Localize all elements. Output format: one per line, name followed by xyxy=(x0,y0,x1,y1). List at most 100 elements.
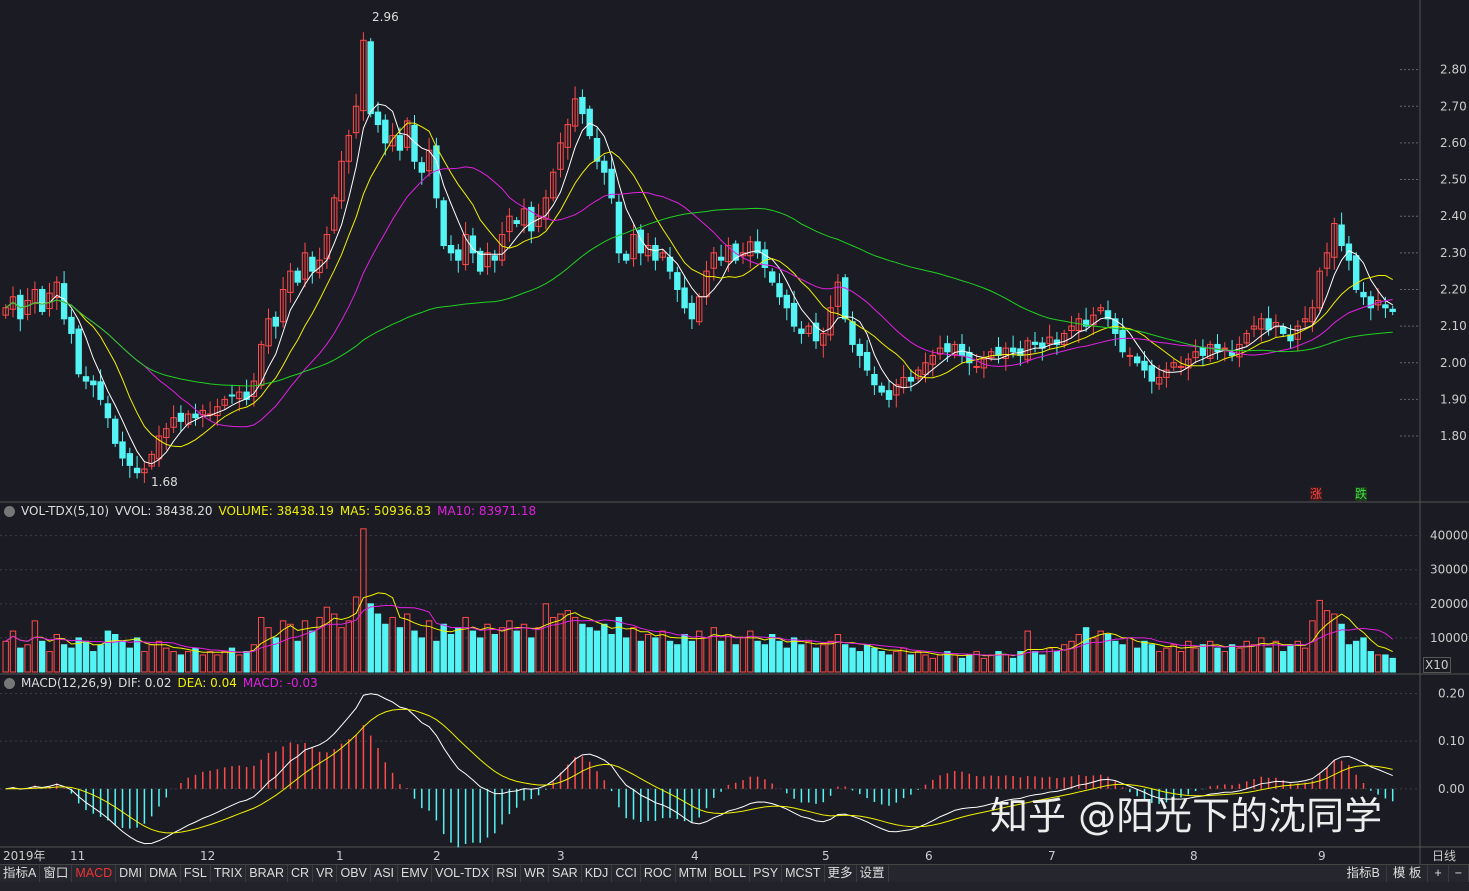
candle xyxy=(97,381,104,400)
candle xyxy=(754,241,761,254)
tab-mtm[interactable]: MTM xyxy=(676,865,712,882)
candle xyxy=(820,332,827,346)
volume-bar xyxy=(988,654,995,673)
volume-bar xyxy=(1082,627,1090,673)
candle xyxy=(579,96,586,115)
volume-bar xyxy=(761,644,769,673)
tab-macd[interactable]: MACD xyxy=(72,865,117,882)
period-label[interactable]: 日线 xyxy=(1432,849,1457,863)
volume-bar xyxy=(550,616,557,673)
volume-bar xyxy=(53,634,60,673)
tab-indicator-b[interactable]: 指标B xyxy=(1341,865,1387,882)
tab-fsl[interactable]: FSL xyxy=(181,865,211,882)
tab-dmi[interactable]: DMI xyxy=(116,865,147,882)
volume-bar xyxy=(812,647,820,673)
candle xyxy=(805,325,812,334)
volume-bar xyxy=(571,616,579,673)
volume-bar xyxy=(849,647,856,673)
volume-bar xyxy=(1250,644,1258,673)
volume-bar xyxy=(951,654,958,673)
candle xyxy=(418,162,426,173)
volume-bar xyxy=(1097,630,1104,673)
tab-obv[interactable]: OBV xyxy=(337,865,371,882)
tab-vr[interactable]: VR xyxy=(313,865,338,882)
tab-wr[interactable]: WR xyxy=(521,865,549,882)
volume-bar xyxy=(316,616,323,673)
tab-cci[interactable]: CCI xyxy=(612,865,641,882)
vol-ma5-value: MA5: 50936.83 xyxy=(339,504,432,518)
volume-bar xyxy=(206,651,214,673)
candle xyxy=(338,160,345,202)
volume-bar xyxy=(265,627,272,673)
volume-bar xyxy=(1185,640,1192,673)
volume-panel-header: VOL-TDX(5,10) VVOL: 38438.20 VOLUME: 384… xyxy=(4,504,536,518)
tab-vol-tdx[interactable]: VOL-TDX xyxy=(432,865,494,882)
zoom-out-button[interactable]: − xyxy=(1449,865,1469,882)
candle xyxy=(571,98,579,127)
tab-brar[interactable]: BRAR xyxy=(246,865,289,882)
tab-kdj[interactable]: KDJ xyxy=(582,865,613,882)
volume-bar xyxy=(703,637,710,673)
volume-bar xyxy=(907,654,915,673)
candle xyxy=(644,245,652,257)
candle xyxy=(1192,351,1199,359)
candle xyxy=(1170,362,1177,368)
tab-sar[interactable]: SAR xyxy=(549,865,582,882)
tab-window[interactable]: 窗口 xyxy=(40,865,73,882)
volume-bar xyxy=(601,623,608,673)
tab-rsi[interactable]: RSI xyxy=(493,865,522,882)
volume-tick-label: 10000 xyxy=(1430,631,1468,645)
candle xyxy=(374,111,382,126)
collapse-icon[interactable] xyxy=(4,505,15,517)
zoom-in-button[interactable]: + xyxy=(1428,865,1449,882)
tab-dma[interactable]: DMA xyxy=(146,865,181,882)
tab-roc[interactable]: ROC xyxy=(641,865,676,882)
candle xyxy=(1250,325,1258,330)
volume-bar xyxy=(1236,647,1243,673)
tab-psy[interactable]: PSY xyxy=(750,865,783,882)
tab-设置[interactable]: 设置 xyxy=(857,865,889,882)
volume-bar xyxy=(1374,654,1382,673)
tab-mcst[interactable]: MCST xyxy=(782,865,825,882)
tab-cr[interactable]: CR xyxy=(288,865,314,882)
tab-indicator-a[interactable]: 指标A xyxy=(0,865,41,882)
candle xyxy=(46,292,53,310)
candle xyxy=(856,343,863,356)
month-label: 12 xyxy=(200,849,216,863)
candle xyxy=(301,252,309,280)
fall-badge[interactable]: 跌 xyxy=(1355,487,1368,501)
tab-asi[interactable]: ASI xyxy=(371,865,399,882)
vvol-value: VVOL: 38438.20 xyxy=(115,504,213,518)
candle xyxy=(1272,321,1280,328)
candle xyxy=(1338,224,1345,247)
tab-更多[interactable]: 更多 xyxy=(825,865,857,882)
dea-line xyxy=(5,708,1393,834)
candle xyxy=(1046,336,1053,345)
candle xyxy=(1031,341,1039,345)
candle xyxy=(681,287,688,309)
volume-bar xyxy=(352,596,360,673)
volume-bar xyxy=(936,654,944,673)
candle xyxy=(717,256,725,261)
collapse-icon[interactable] xyxy=(4,677,15,689)
tab-emv[interactable]: EMV xyxy=(398,865,433,882)
candle xyxy=(528,206,535,232)
volume-bar xyxy=(367,603,374,673)
rise-badge[interactable]: 涨 xyxy=(1310,487,1323,501)
template-button[interactable]: 模 板 xyxy=(1387,865,1429,882)
candle xyxy=(462,234,469,266)
candle xyxy=(484,252,491,268)
volume-bar xyxy=(155,640,163,673)
volume-tick-label: 20000 xyxy=(1430,597,1468,611)
candle xyxy=(243,391,250,400)
candle xyxy=(973,365,980,368)
candle xyxy=(447,245,455,254)
volume-bar xyxy=(433,640,440,673)
volume-bar xyxy=(1119,644,1126,673)
candle xyxy=(126,453,133,466)
volume-bar xyxy=(46,651,53,673)
tab-trix[interactable]: TRIX xyxy=(211,865,247,882)
tab-boll[interactable]: BOLL xyxy=(711,865,751,882)
volume-bar xyxy=(542,603,550,673)
